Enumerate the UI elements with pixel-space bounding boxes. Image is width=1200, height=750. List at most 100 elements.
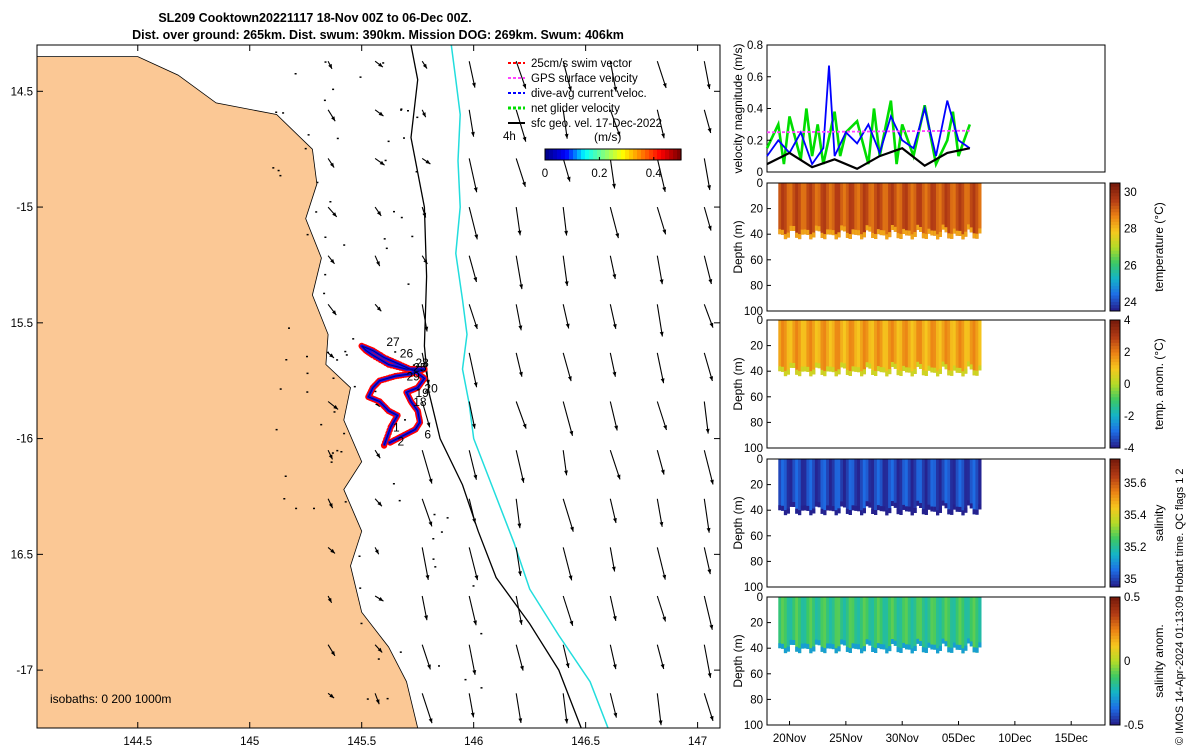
section-bottom-strip (814, 501, 819, 507)
section-strip (817, 183, 821, 232)
section-bottom-strip (967, 361, 971, 367)
colorbar-cell (653, 149, 658, 160)
legend-net: net glider velocity (531, 103, 620, 115)
section-bottom-strip (888, 232, 892, 238)
section-strip (919, 183, 923, 232)
section-bottom-strip (812, 646, 816, 652)
section-strip (967, 597, 971, 644)
section-bottom-strip (888, 646, 892, 652)
section-bottom-strip (958, 367, 962, 373)
colorbar-cell (1110, 298, 1120, 302)
section-bottom-strip (803, 505, 807, 511)
section-strip (896, 597, 900, 653)
depth-ylabel: Depth (m) (731, 357, 745, 410)
geo-velocity-arrowhead (428, 478, 433, 484)
colorbar-tick-label: 26 (1124, 260, 1137, 272)
section-bottom-strip (941, 224, 945, 230)
section-frame (766, 458, 1106, 588)
geo-velocity-arrow (703, 498, 710, 533)
section-bottom-strip (857, 230, 861, 236)
colorbar-cell (1110, 571, 1120, 575)
section-strip (843, 320, 847, 369)
reef-speck (323, 292, 326, 295)
section-bottom-strip (933, 230, 937, 236)
section-bottom-strip (930, 367, 934, 373)
section-bottom-strip (803, 229, 807, 235)
section-strip (961, 459, 965, 516)
section-strip (936, 183, 940, 240)
section-strip (786, 459, 790, 514)
section-bottom-strip (972, 370, 976, 376)
geo-velocity-arrowhead (569, 430, 574, 436)
section-bottom-strip (910, 234, 914, 240)
geo-velocity-arrowhead (662, 187, 666, 192)
geo-velocity-arrowhead (570, 526, 574, 532)
section-strip (806, 597, 810, 649)
section-bottom-strip (783, 510, 788, 516)
section-strip (834, 597, 838, 654)
geo-velocity-arrow (562, 498, 574, 532)
colorbar-cell (1110, 307, 1120, 312)
section-bottom-strip (902, 228, 906, 234)
colorbar-cell (1110, 227, 1120, 232)
geo-velocity-arrow (468, 644, 476, 676)
geo-velocity-arrowhead (707, 673, 712, 678)
colorbar-cell (1110, 465, 1120, 470)
section-bottom-strip (786, 508, 790, 514)
depth-tick-label: 80 (750, 280, 763, 292)
section-strip (899, 320, 903, 376)
section-bottom-strip (924, 233, 928, 239)
section-bottom-strip (806, 366, 810, 372)
geo-velocity-arrow (468, 401, 476, 429)
time-axis: 20Nov 25Nov 30Nov 05Dec 10Dec 15Dec (773, 721, 1088, 745)
time-tick-label: 20Nov (773, 733, 806, 745)
section-strip (975, 459, 979, 515)
section-strip (936, 597, 940, 654)
section-strip (910, 320, 914, 377)
geo-velocity-arrow (703, 352, 713, 382)
geo-velocity-arrowhead (517, 230, 522, 236)
section-strip (890, 459, 895, 506)
section-bottom-strip (921, 647, 926, 653)
geo-velocity-arrowhead (425, 575, 430, 580)
reef-speck (327, 351, 329, 354)
geo-velocity-arrowhead (708, 279, 713, 284)
colorbar-cell (1110, 323, 1120, 327)
section-strip (860, 320, 864, 377)
reef-speck (403, 137, 405, 139)
track-centerline (361, 345, 426, 446)
colorbar-cell (1110, 259, 1120, 264)
section-strip (845, 459, 850, 514)
reef-speck (399, 651, 402, 653)
section-strip (837, 597, 841, 652)
geo-velocity-arrowhead (327, 597, 332, 603)
section-bottom-strip (944, 227, 948, 233)
colorbar-cell (1110, 269, 1120, 274)
glider-track (358, 342, 428, 449)
colorbar-cell (613, 149, 618, 160)
section-bottom-strip (890, 639, 895, 644)
colorbar-cell (1110, 428, 1120, 433)
section-bottom-strip (789, 225, 793, 231)
colorbar-cell (677, 149, 682, 160)
geo-velocity-arrowhead (422, 112, 426, 118)
colorbar-cell (645, 149, 650, 160)
reef-speck (400, 108, 403, 110)
reef-speck (272, 167, 275, 169)
section-strip (933, 183, 937, 236)
colorbar-cell (1110, 638, 1120, 643)
section-bottom-strip (812, 232, 816, 238)
colorbar-tick-label: -2 (1124, 411, 1134, 423)
reef-speck (358, 555, 361, 557)
section-strip (888, 183, 892, 238)
geo-velocity-arrowhead (522, 181, 526, 187)
geo-velocity-arrowhead (612, 274, 617, 279)
colorbar-cell (1110, 243, 1120, 248)
section-strip (907, 459, 911, 512)
section-bottom-strip (781, 505, 785, 511)
section-bottom-strip (938, 231, 942, 237)
section-salinity-section: 0 20 40 60 80 100 Depth (m) 35 35.2 35.4 35.6 salin… (731, 454, 1166, 594)
geo-velocity-arrowhead (564, 470, 568, 476)
reef-speck (324, 236, 327, 238)
x-tick-label: 146.5 (571, 736, 600, 748)
